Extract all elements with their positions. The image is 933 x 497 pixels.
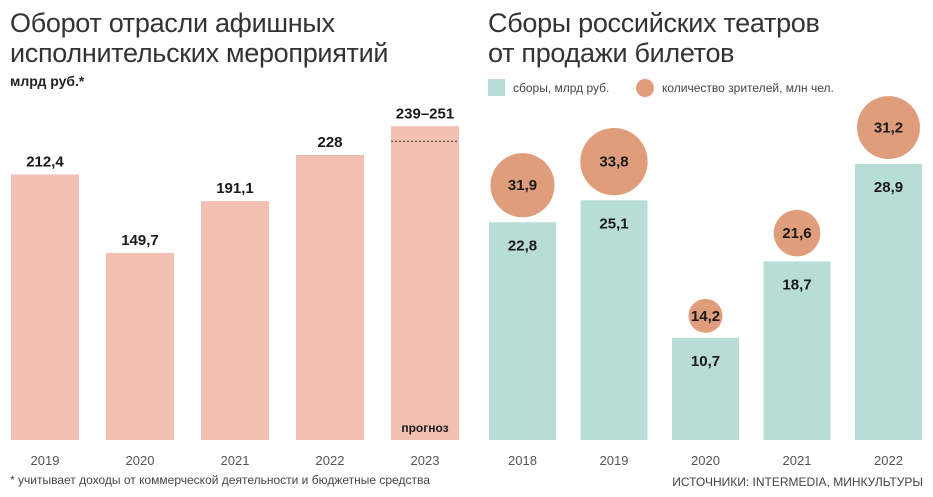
legend-item-bars: сборы, млрд руб. [488, 79, 609, 96]
viewers-circle-2020 [688, 298, 723, 333]
viewers-circle-2018 [490, 153, 555, 218]
left-title-line2: исполнительских мероприятий [10, 38, 389, 68]
source-note: ИСТОЧНИКИ: INTERMEDIA, МИНКУЛЬТУРЫ [672, 475, 923, 489]
right-chart-title: Сборы российских театров от продажи биле… [488, 8, 928, 68]
theatre-year-label-2018: 2018 [508, 453, 537, 468]
theatre-year-label-2021: 2021 [783, 453, 812, 468]
year-label-2022: 2022 [316, 453, 345, 468]
left-chart-title: Оборот отрасли афишных исполнительских м… [10, 8, 460, 68]
footnote: * учитывает доходы от коммерческой деяте… [10, 473, 430, 487]
legend-circle-icon [636, 79, 654, 97]
bar-2021 [201, 201, 269, 440]
viewers-circle-2019 [580, 127, 648, 196]
legend-circles-label: количество зрителей, млн чел. [662, 81, 834, 95]
forecast-note: прогноз [401, 421, 448, 435]
value-label-2020: 149,7 [121, 232, 159, 249]
bar-2022 [296, 155, 364, 440]
bar-2020 [106, 252, 174, 440]
theatre-year-label-2020: 2020 [691, 453, 720, 468]
viewers-value-label-2022: 31,2 [874, 120, 903, 137]
left-unit-label: млрд руб.* [10, 73, 85, 89]
right-title-line1: Сборы российских театров [488, 8, 820, 38]
viewers-circle-2022 [857, 96, 920, 159]
year-label-2021: 2021 [221, 453, 250, 468]
year-label-2019: 2019 [31, 453, 60, 468]
theatre-value-label-2019: 25,1 [599, 215, 628, 232]
bar-2023 [391, 126, 459, 440]
legend-item-circles: количество зрителей, млн чел. [636, 79, 834, 97]
value-label-2019: 212,4 [26, 154, 64, 171]
value-label-2023: 239–251 [396, 105, 454, 122]
year-label-2023: 2023 [411, 453, 440, 468]
value-label-2022: 228 [317, 134, 342, 151]
viewers-circle-2021 [773, 209, 821, 257]
left-title-line1: Оборот отрасли афишных [10, 8, 335, 38]
theatre-value-label-2020: 10,7 [691, 353, 720, 370]
year-label-2020: 2020 [126, 453, 155, 468]
theatre-value-label-2018: 22,8 [508, 237, 537, 254]
legend-bars-label: сборы, млрд руб. [513, 80, 610, 95]
viewers-value-label-2018: 31,9 [508, 177, 537, 194]
value-label-2021: 191,1 [216, 180, 254, 197]
theatre-value-label-2021: 18,7 [782, 276, 811, 293]
theatre-bar-2019 [580, 200, 648, 440]
legend-square-icon [488, 79, 505, 96]
bar-2019 [11, 174, 79, 440]
theatre-bar-2022 [855, 164, 922, 440]
right-title-line2: от продажи билетов [488, 38, 735, 68]
viewers-value-label-2021: 21,6 [782, 225, 811, 242]
theatre-year-label-2022: 2022 [874, 453, 903, 468]
theatre-bar-2021 [763, 261, 831, 440]
viewers-value-label-2020: 14,2 [691, 308, 720, 325]
viewers-value-label-2019: 33,8 [599, 154, 628, 171]
theatre-year-label-2019: 2019 [600, 453, 629, 468]
theatre-bar-2020 [672, 337, 739, 440]
theatre-bar-2018 [489, 222, 556, 440]
theatre-value-label-2022: 28,9 [874, 179, 903, 196]
